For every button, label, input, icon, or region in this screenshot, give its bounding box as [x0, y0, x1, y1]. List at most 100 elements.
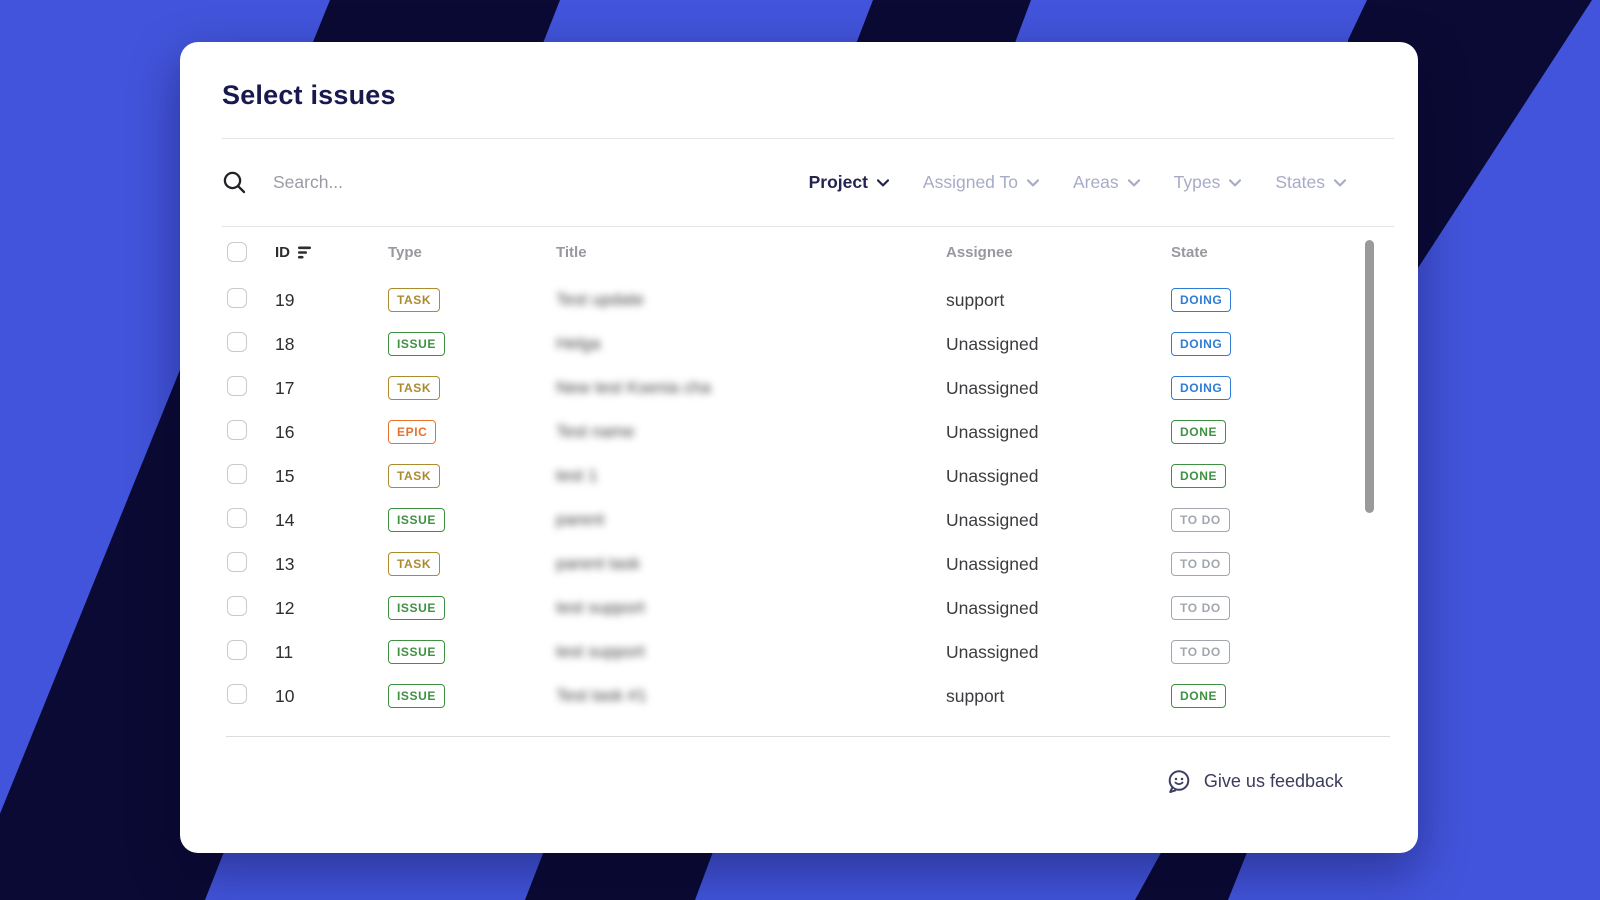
- filter-project-label: Project: [808, 171, 868, 192]
- row-checkbox[interactable]: [227, 419, 247, 440]
- row-title: parent: [556, 510, 605, 529]
- type-badge: ISSUE: [388, 508, 446, 532]
- row-assignee: Unassigned: [946, 333, 1039, 354]
- row-checkbox[interactable]: [227, 595, 247, 616]
- row-checkbox[interactable]: [227, 375, 247, 396]
- row-assignee: Unassigned: [946, 377, 1039, 398]
- row-title: test support: [556, 642, 645, 661]
- type-badge: ISSUE: [388, 332, 446, 356]
- table-row[interactable]: 11 ISSUE test support Unassigned TO DO: [180, 630, 1418, 674]
- divider: [226, 736, 1390, 737]
- give-feedback-link[interactable]: Give us feedback: [1165, 768, 1343, 795]
- state-badge: TO DO: [1171, 640, 1230, 664]
- state-badge: DONE: [1171, 464, 1227, 488]
- chevron-down-icon: [1127, 179, 1140, 187]
- table-header-row: ID Type Title Assignee State: [180, 226, 1418, 278]
- column-header-id-label: ID: [275, 243, 290, 261]
- row-assignee: Unassigned: [946, 553, 1039, 574]
- row-id: 11: [275, 641, 294, 662]
- row-checkbox[interactable]: [227, 551, 247, 572]
- row-assignee: support: [946, 289, 1005, 310]
- select-all-checkbox[interactable]: [227, 242, 247, 262]
- row-id: 10: [275, 685, 295, 706]
- row-checkbox[interactable]: [227, 287, 247, 308]
- row-id: 15: [275, 465, 295, 486]
- row-title: Test name: [556, 422, 635, 441]
- table-row[interactable]: 14 ISSUE parent Unassigned TO DO: [180, 498, 1418, 542]
- column-header-id[interactable]: ID: [275, 244, 388, 261]
- divider: [222, 138, 1394, 139]
- row-assignee: Unassigned: [946, 421, 1039, 442]
- filter-types-label: Types: [1173, 171, 1221, 192]
- row-assignee: support: [946, 685, 1005, 706]
- row-id: 13: [275, 553, 295, 574]
- column-header-type[interactable]: Type: [388, 243, 422, 261]
- row-checkbox[interactable]: [227, 683, 247, 704]
- type-badge: ISSUE: [388, 596, 446, 620]
- type-badge: TASK: [388, 464, 441, 488]
- chevron-down-icon: [1229, 179, 1242, 187]
- type-badge: TASK: [388, 552, 441, 576]
- dialog-footer: Give us feedback: [180, 736, 1343, 826]
- table-row[interactable]: 17 TASK New test Ksenia cha Unassigned D…: [180, 366, 1418, 410]
- row-title: test 1: [556, 466, 598, 485]
- type-badge: ISSUE: [388, 684, 446, 708]
- table-row[interactable]: 18 ISSUE Helga Unassigned DOING: [180, 322, 1418, 366]
- row-id: 18: [275, 333, 295, 354]
- issues-list: 19 TASK Test update support DOING 18 ISS…: [180, 278, 1418, 718]
- row-assignee: Unassigned: [946, 465, 1039, 486]
- row-id: 12: [275, 597, 295, 618]
- filter-assigned-to-label: Assigned To: [922, 171, 1018, 192]
- filter-areas[interactable]: Areas: [1073, 172, 1140, 193]
- table-row[interactable]: 10 ISSUE Test task #1 support DONE: [180, 674, 1418, 718]
- type-badge: EPIC: [388, 420, 437, 444]
- filter-areas-label: Areas: [1072, 171, 1119, 192]
- chevron-down-icon: [1334, 179, 1346, 187]
- dialog-title: Select issues: [222, 80, 396, 110]
- table-row[interactable]: 16 EPIC Test name Unassigned DONE: [180, 410, 1418, 454]
- filter-project[interactable]: Project: [809, 172, 889, 193]
- row-checkbox[interactable]: [227, 331, 247, 352]
- row-id: 16: [275, 421, 295, 442]
- filter-states[interactable]: States: [1275, 172, 1346, 193]
- row-assignee: Unassigned: [946, 509, 1039, 530]
- row-id: 17: [275, 377, 295, 398]
- search-input[interactable]: [273, 171, 573, 193]
- table-row[interactable]: 13 TASK parent task Unassigned TO DO: [180, 542, 1418, 586]
- state-badge: TO DO: [1171, 508, 1230, 532]
- row-title: Test update: [556, 290, 644, 309]
- row-checkbox[interactable]: [227, 463, 247, 484]
- search-and-filters-bar: Project Assigned To Areas Types States: [222, 138, 1346, 226]
- type-badge: ISSUE: [388, 640, 446, 664]
- table-row[interactable]: 19 TASK Test update support DOING: [180, 278, 1418, 322]
- column-header-state[interactable]: State: [1171, 243, 1208, 261]
- divider: [222, 226, 1394, 227]
- row-title: New test Ksenia cha: [556, 378, 711, 397]
- table-row[interactable]: 15 TASK test 1 Unassigned DONE: [180, 454, 1418, 498]
- row-checkbox[interactable]: [227, 639, 247, 660]
- feedback-smiley-icon: [1168, 769, 1190, 793]
- row-id: 19: [275, 289, 295, 310]
- state-badge: TO DO: [1171, 552, 1230, 576]
- chevron-down-icon: [876, 179, 889, 187]
- state-badge: DOING: [1171, 288, 1232, 312]
- row-checkbox[interactable]: [227, 507, 247, 528]
- state-badge: DOING: [1171, 332, 1232, 356]
- row-assignee: Unassigned: [946, 597, 1039, 618]
- state-badge: DOING: [1171, 376, 1232, 400]
- select-issues-dialog: Select issues Project Assigned To: [180, 42, 1418, 853]
- filter-assigned-to[interactable]: Assigned To: [923, 172, 1039, 193]
- state-badge: TO DO: [1171, 596, 1230, 620]
- row-title: parent task: [556, 554, 641, 573]
- column-header-title[interactable]: Title: [556, 243, 587, 261]
- row-title: Helga: [556, 334, 601, 353]
- row-title: test support: [556, 598, 645, 617]
- type-badge: TASK: [388, 288, 441, 312]
- column-header-assignee[interactable]: Assignee: [946, 243, 1013, 261]
- vertical-scrollbar-thumb[interactable]: [1365, 240, 1374, 513]
- row-title: Test task #1: [556, 686, 647, 705]
- table-row[interactable]: 12 ISSUE test support Unassigned TO DO: [180, 586, 1418, 630]
- filter-types[interactable]: Types: [1174, 172, 1242, 193]
- state-badge: DONE: [1171, 684, 1227, 708]
